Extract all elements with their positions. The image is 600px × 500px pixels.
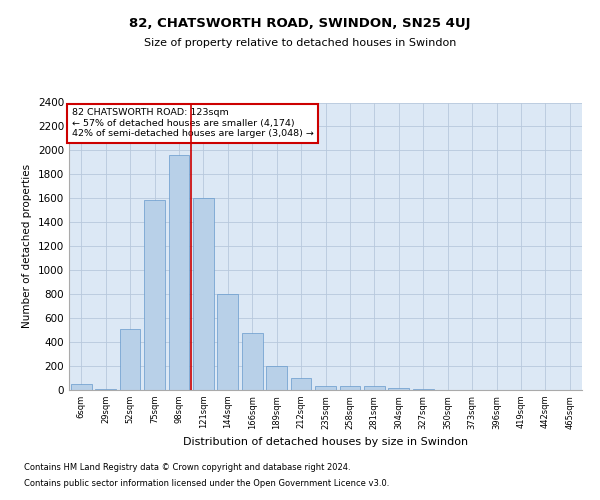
Bar xyxy=(217,294,238,390)
Y-axis label: Number of detached properties: Number of detached properties xyxy=(22,164,32,328)
Text: 82 CHATSWORTH ROAD: 123sqm
← 57% of detached houses are smaller (4,174)
42% of s: 82 CHATSWORTH ROAD: 123sqm ← 57% of deta… xyxy=(71,108,313,138)
X-axis label: Distribution of detached houses by size in Swindon: Distribution of detached houses by size … xyxy=(183,437,468,447)
Bar xyxy=(169,155,190,390)
Text: Contains HM Land Registry data © Crown copyright and database right 2024.: Contains HM Land Registry data © Crown c… xyxy=(24,462,350,471)
Bar xyxy=(388,388,409,390)
Bar xyxy=(364,386,385,390)
Bar xyxy=(119,329,140,390)
Text: Contains public sector information licensed under the Open Government Licence v3: Contains public sector information licen… xyxy=(24,479,389,488)
Text: 82, CHATSWORTH ROAD, SWINDON, SN25 4UJ: 82, CHATSWORTH ROAD, SWINDON, SN25 4UJ xyxy=(129,18,471,30)
Text: Size of property relative to detached houses in Swindon: Size of property relative to detached ho… xyxy=(144,38,456,48)
Bar xyxy=(144,200,165,390)
Bar xyxy=(290,378,311,390)
Bar xyxy=(266,366,287,390)
Bar xyxy=(315,386,336,390)
Bar xyxy=(340,386,361,390)
Bar xyxy=(242,332,263,390)
Bar xyxy=(193,198,214,390)
Bar xyxy=(71,384,92,390)
